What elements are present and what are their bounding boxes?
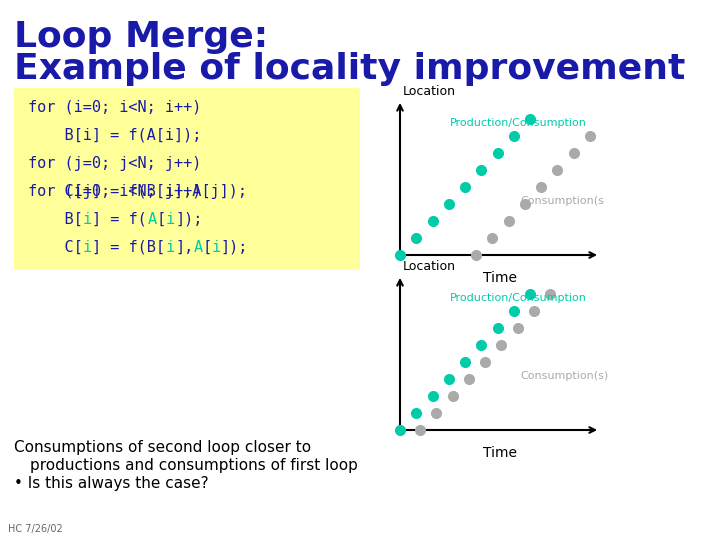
Text: ]);: ]); bbox=[175, 212, 202, 227]
Text: Production/Consumption: Production/Consumption bbox=[450, 293, 587, 303]
Text: Production/Consumption: Production/Consumption bbox=[450, 118, 587, 128]
Text: C[j] = f(B[j],A[j]);: C[j] = f(B[j],A[j]); bbox=[28, 184, 247, 199]
Text: • Is this always the case?: • Is this always the case? bbox=[14, 476, 209, 491]
Text: for (i=0; i<N; i++): for (i=0; i<N; i++) bbox=[28, 100, 202, 115]
Text: Example of locality improvement: Example of locality improvement bbox=[14, 52, 685, 86]
Text: for (j=0; j<N; j++): for (j=0; j<N; j++) bbox=[28, 156, 202, 171]
Text: Time: Time bbox=[483, 446, 517, 460]
Bar bbox=[14, 88, 360, 262]
Bar bbox=[14, 172, 360, 270]
Text: i: i bbox=[166, 240, 175, 255]
Text: C[: C[ bbox=[28, 240, 83, 255]
Text: ]);: ]); bbox=[221, 240, 248, 255]
Text: ] = f(B[: ] = f(B[ bbox=[92, 240, 166, 255]
Text: [: [ bbox=[202, 240, 212, 255]
Text: Time: Time bbox=[483, 271, 517, 285]
Text: for (i=0; i<N; i++): for (i=0; i<N; i++) bbox=[28, 184, 202, 199]
Text: HC 7/26/02: HC 7/26/02 bbox=[8, 524, 63, 534]
Text: Consumptions of second loop closer to: Consumptions of second loop closer to bbox=[14, 440, 311, 455]
Text: i: i bbox=[83, 212, 92, 227]
Text: i: i bbox=[166, 212, 175, 227]
Text: ] = f(: ] = f( bbox=[92, 212, 147, 227]
Text: i: i bbox=[212, 240, 221, 255]
Text: i: i bbox=[83, 240, 92, 255]
Text: Consumption(s: Consumption(s bbox=[520, 195, 604, 206]
Text: A: A bbox=[193, 240, 202, 255]
Text: productions and consumptions of first loop: productions and consumptions of first lo… bbox=[30, 458, 358, 473]
Text: ],: ], bbox=[175, 240, 193, 255]
Text: Location: Location bbox=[403, 85, 456, 98]
Text: B[: B[ bbox=[28, 212, 83, 227]
Text: Location: Location bbox=[403, 260, 456, 273]
Text: [: [ bbox=[156, 212, 166, 227]
Text: B[i] = f(A[i]);: B[i] = f(A[i]); bbox=[28, 128, 202, 143]
Text: Loop Merge:: Loop Merge: bbox=[14, 20, 268, 54]
Text: Consumption(s): Consumption(s) bbox=[520, 371, 608, 381]
Text: A: A bbox=[148, 212, 156, 227]
